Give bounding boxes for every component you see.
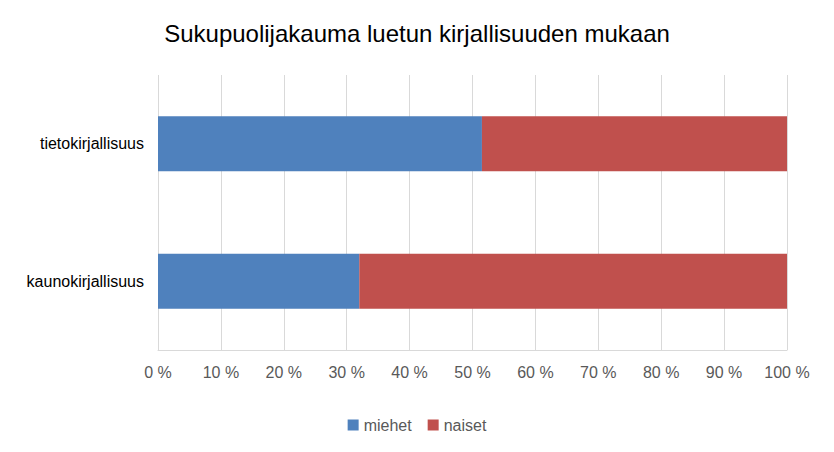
svg-text:70 %: 70 % bbox=[580, 364, 616, 381]
svg-text:50 %: 50 % bbox=[454, 364, 490, 381]
svg-text:20 %: 20 % bbox=[266, 364, 302, 381]
svg-text:90 %: 90 % bbox=[706, 364, 742, 381]
svg-text:0 %: 0 % bbox=[144, 364, 172, 381]
svg-text:miehet: miehet bbox=[364, 417, 413, 434]
svg-text:30 %: 30 % bbox=[328, 364, 364, 381]
svg-text:tietokirjallisuus: tietokirjallisuus bbox=[40, 135, 144, 152]
svg-text:naiset: naiset bbox=[444, 417, 487, 434]
svg-text:Sukupuolijakauma luetun kirjal: Sukupuolijakauma luetun kirjallisuuden m… bbox=[164, 20, 670, 47]
svg-text:10 %: 10 % bbox=[203, 364, 239, 381]
svg-text:100 %: 100 % bbox=[764, 364, 809, 381]
svg-text:60 %: 60 % bbox=[517, 364, 553, 381]
svg-text:40 %: 40 % bbox=[391, 364, 427, 381]
svg-text:kaunokirjallisuus: kaunokirjallisuus bbox=[27, 273, 144, 290]
svg-text:80 %: 80 % bbox=[643, 364, 679, 381]
